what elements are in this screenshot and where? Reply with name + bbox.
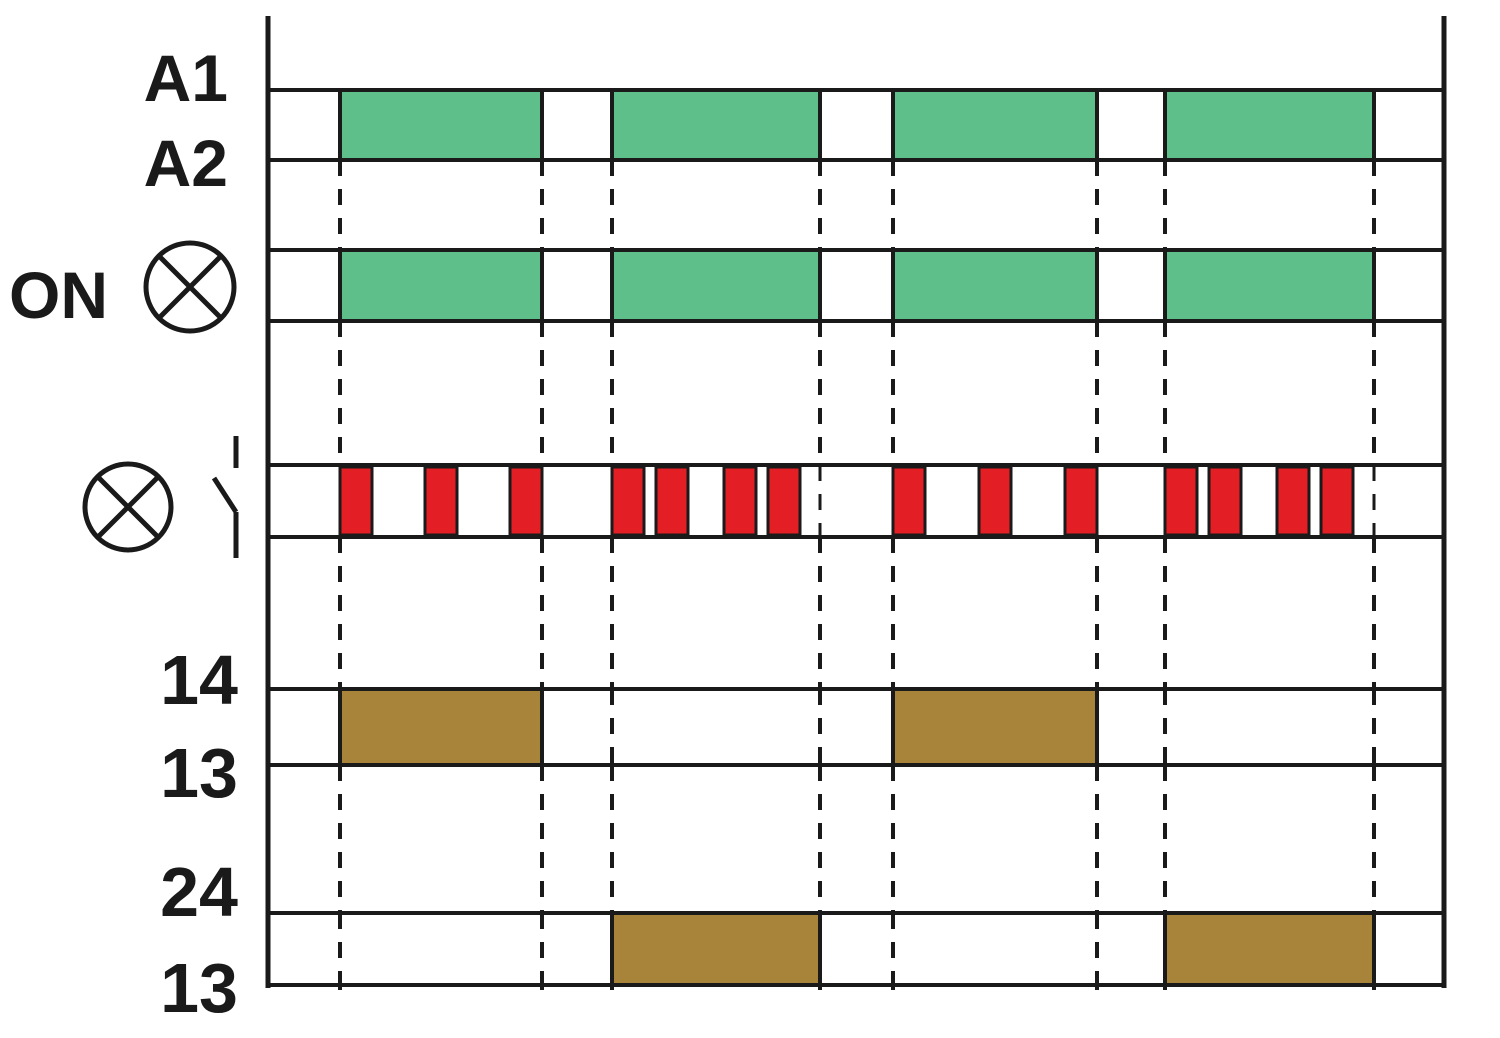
led-blink-pulse <box>977 465 1013 537</box>
led-blink-pulse <box>1319 465 1355 537</box>
contact-24-closed-block <box>610 911 822 987</box>
led-blink-pulse <box>610 465 646 537</box>
label-a1: A1 <box>144 41 228 115</box>
track-lines <box>265 16 1447 988</box>
label-14: 14 <box>160 641 238 719</box>
label-24: 24 <box>160 853 238 931</box>
led-blink-pulse <box>1063 465 1099 537</box>
led-on-block <box>891 248 1099 323</box>
led-blink-pulse <box>654 465 690 537</box>
led-blink-pulse <box>1163 465 1199 537</box>
indicator-lamp-on-icon <box>143 240 237 334</box>
timing-guides <box>338 160 1376 990</box>
label-on: ON <box>9 258 108 332</box>
led-blink-pulse <box>1207 465 1243 537</box>
led-blink-pulse <box>766 465 802 537</box>
led-blink-pulse <box>722 465 758 537</box>
led-blink-pulse <box>508 465 544 537</box>
contact-14-closed-block <box>891 687 1099 767</box>
contact-24-closed-block <box>1163 911 1376 987</box>
led-on-block <box>610 248 822 323</box>
led-on-block <box>338 248 544 323</box>
supply-on-block <box>891 88 1099 162</box>
label-a2: A2 <box>144 126 228 200</box>
supply-on-block <box>338 88 544 162</box>
supply-on-block <box>610 88 822 162</box>
label-13-second: 13 <box>160 949 238 1027</box>
label-13-first: 13 <box>160 734 238 812</box>
led-blink-pulse <box>338 465 374 537</box>
led-blink-pulse <box>423 465 459 537</box>
led-blink-pulse <box>1275 465 1311 537</box>
led-on-block <box>1163 248 1376 323</box>
contact-14-closed-block <box>338 687 544 767</box>
led-blink-pulse <box>891 465 927 537</box>
switch-contact-icon <box>211 436 239 558</box>
supply-on-block <box>1163 88 1376 162</box>
indicator-lamp-blink-icon <box>82 461 174 553</box>
